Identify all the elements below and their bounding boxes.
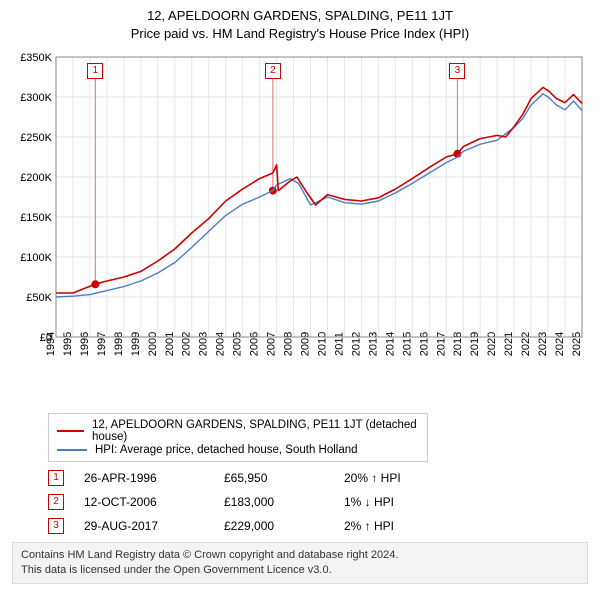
event-marker-3: 3 xyxy=(449,63,465,79)
event-date: 12-OCT-2006 xyxy=(84,495,224,509)
event-marker-icon: 3 xyxy=(48,518,64,534)
event-list: 1 26-APR-1996£65,95020% ↑ HPI 2 12-OCT-2006… xyxy=(48,470,588,534)
svg-text:£350K: £350K xyxy=(20,52,52,64)
event-diff: 2% ↑ HPI xyxy=(344,519,464,533)
series-hpi xyxy=(56,94,582,297)
svg-text:2010: 2010 xyxy=(316,332,328,356)
svg-text:2024: 2024 xyxy=(554,332,566,356)
svg-text:£250K: £250K xyxy=(20,132,52,144)
svg-text:1996: 1996 xyxy=(79,332,91,356)
legend-swatch xyxy=(57,449,87,451)
svg-text:2017: 2017 xyxy=(435,332,447,356)
legend-item: HPI: Average price, detached house, Sout… xyxy=(57,444,419,456)
legend-swatch xyxy=(57,430,84,432)
legend-item: 12, APELDOORN GARDENS, SPALDING, PE11 1J… xyxy=(57,419,419,443)
chart-footer: Contains HM Land Registry data © Crown c… xyxy=(12,542,588,584)
line-chart: £0£50K£100K£150K£200K£250K£300K£350K1994… xyxy=(12,47,588,407)
svg-text:£100K: £100K xyxy=(20,252,52,264)
svg-text:1995: 1995 xyxy=(62,332,74,356)
event-marker-icon: 1 xyxy=(48,470,64,486)
svg-text:2023: 2023 xyxy=(537,332,549,356)
svg-text:2014: 2014 xyxy=(384,332,396,356)
event-marker-icon: 2 xyxy=(48,494,64,510)
svg-text:2001: 2001 xyxy=(164,332,176,356)
event-marker-1: 1 xyxy=(87,63,103,79)
event-date: 26-APR-1996 xyxy=(84,471,224,485)
svg-text:1997: 1997 xyxy=(96,332,108,356)
svg-text:1994: 1994 xyxy=(45,332,57,356)
svg-text:2004: 2004 xyxy=(215,332,227,356)
event-row: 1 26-APR-1996£65,95020% ↑ HPI xyxy=(48,470,588,486)
event-price: £183,000 xyxy=(224,495,344,509)
svg-text:2022: 2022 xyxy=(520,332,532,356)
svg-text:1998: 1998 xyxy=(113,332,125,356)
chart-canvas: £0£50K£100K£150K£200K£250K£300K£350K1994… xyxy=(12,47,588,407)
chart-title: 12, APELDOORN GARDENS, SPALDING, PE11 1J… xyxy=(12,8,588,23)
svg-text:2020: 2020 xyxy=(486,332,498,356)
event-date: 29-AUG-2017 xyxy=(84,519,224,533)
chart-legend: 12, APELDOORN GARDENS, SPALDING, PE11 1J… xyxy=(48,413,428,462)
svg-text:2019: 2019 xyxy=(469,332,481,356)
svg-text:2006: 2006 xyxy=(249,332,261,356)
svg-text:2013: 2013 xyxy=(367,332,379,356)
svg-text:2015: 2015 xyxy=(401,332,413,356)
event-row: 2 12-OCT-2006£183,0001% ↓ HPI xyxy=(48,494,588,510)
svg-text:2008: 2008 xyxy=(283,332,295,356)
event-diff: 1% ↓ HPI xyxy=(344,495,464,509)
legend-label: 12, APELDOORN GARDENS, SPALDING, PE11 1J… xyxy=(92,419,419,443)
event-marker-2: 2 xyxy=(265,63,281,79)
svg-text:2012: 2012 xyxy=(350,332,362,356)
svg-text:2000: 2000 xyxy=(147,332,159,356)
svg-text:2007: 2007 xyxy=(266,332,278,356)
svg-text:1999: 1999 xyxy=(130,332,142,356)
svg-text:2016: 2016 xyxy=(418,332,430,356)
svg-text:2003: 2003 xyxy=(198,332,210,356)
footer-line-2: This data is licensed under the Open Gov… xyxy=(21,563,579,578)
series-property xyxy=(56,87,582,293)
svg-text:2009: 2009 xyxy=(300,332,312,356)
svg-text:2021: 2021 xyxy=(503,332,515,356)
legend-label: HPI: Average price, detached house, Sout… xyxy=(95,444,358,456)
event-price: £65,950 xyxy=(224,471,344,485)
svg-text:£150K: £150K xyxy=(20,212,52,224)
svg-text:2018: 2018 xyxy=(452,332,464,356)
footer-line-1: Contains HM Land Registry data © Crown c… xyxy=(21,548,579,563)
svg-text:£300K: £300K xyxy=(20,92,52,104)
chart-subtitle: Price paid vs. HM Land Registry's House … xyxy=(12,26,588,41)
svg-text:£50K: £50K xyxy=(26,292,52,304)
event-row: 3 29-AUG-2017£229,0002% ↑ HPI xyxy=(48,518,588,534)
svg-text:2025: 2025 xyxy=(571,332,583,356)
svg-text:2005: 2005 xyxy=(232,332,244,356)
event-price: £229,000 xyxy=(224,519,344,533)
event-diff: 20% ↑ HPI xyxy=(344,471,464,485)
svg-text:2011: 2011 xyxy=(333,332,345,356)
svg-text:£200K: £200K xyxy=(20,172,52,184)
svg-text:2002: 2002 xyxy=(181,332,193,356)
